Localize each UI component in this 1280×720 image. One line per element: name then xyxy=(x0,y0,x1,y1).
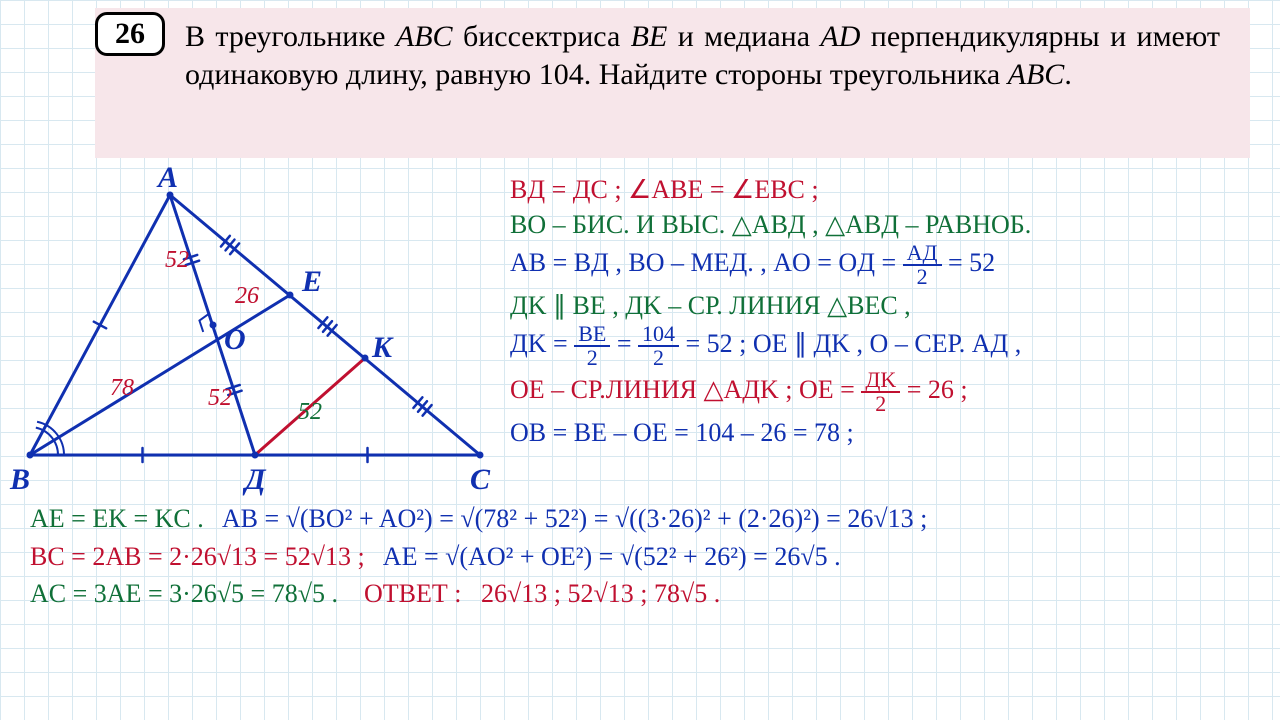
vertex-label-O: O xyxy=(224,323,246,357)
step-5a: ДK = xyxy=(510,329,574,358)
step-3b: = 52 xyxy=(948,248,995,277)
problem-number: 26 xyxy=(115,17,145,51)
step-4: ДK ∥ BE , ДK – СР. ЛИНИЯ △BEC , xyxy=(510,291,911,320)
vertex-label-A: A xyxy=(158,161,178,195)
value-label: 52 xyxy=(298,399,322,426)
value-label: 52 xyxy=(208,385,232,412)
bstep-2: AB = √(BO² + AO²) = √(78² + 52²) = √((3·… xyxy=(222,504,927,533)
frac-be2: BE2 xyxy=(574,323,610,369)
frac-1042: 1042 xyxy=(638,323,679,369)
frac-ad2: AД2 xyxy=(903,242,942,288)
diagram-svg xyxy=(10,165,510,495)
value-label: 26 xyxy=(235,283,259,310)
step-6a: OE – СР.ЛИНИЯ △AДK ; OE = xyxy=(510,375,861,404)
answer-values: 26√13 ; 52√13 ; 78√5 . xyxy=(481,579,720,608)
step-3a: AB = BД , BO – МЕД. , AO = OД = xyxy=(510,248,903,277)
solution-steps: BД = ДC ; ∠ABE = ∠EBC ; BO – БИС. И ВЫС.… xyxy=(510,172,1270,450)
bstep-3: BC = 2AB = 2·26√13 = 52√13 ; xyxy=(30,542,365,571)
answer-label: ОТВЕТ : xyxy=(364,579,462,608)
vertex-label-D: Д xyxy=(245,463,266,497)
vertex-label-K: K xyxy=(372,331,392,365)
value-label: 52 xyxy=(165,247,189,274)
step-7: OB = BE – OE = 104 – 26 = 78 ; xyxy=(510,418,854,447)
step-1: BД = ДC ; ∠ABE = ∠EBC ; xyxy=(510,175,819,204)
problem-number-badge: 26 xyxy=(95,12,165,56)
solution-bottom: AE = EK = KC . AB = √(BO² + AO²) = √(78²… xyxy=(30,500,1270,613)
vertex-label-B: B xyxy=(10,463,30,497)
bstep-4: AE = √(AO² + OE²) = √(52² + 26²) = 26√5 … xyxy=(383,542,841,571)
value-label: 78 xyxy=(110,375,134,402)
bstep-5: AC = 3AE = 3·26√5 = 78√5 . xyxy=(30,579,338,608)
problem-text: В треугольнике ABC биссектриса BE и меди… xyxy=(185,20,1220,91)
step-6b: = 26 ; xyxy=(907,375,968,404)
step-5b: = 52 ; OE ∥ ДK , O – СЕР. AД , xyxy=(685,329,1021,358)
vertex-label-C: C xyxy=(470,463,490,497)
problem-statement: В треугольнике ABC биссектриса BE и меди… xyxy=(95,8,1250,158)
triangle-diagram: ABCДEKO5226785252 xyxy=(10,165,510,495)
vertex-label-E: E xyxy=(302,265,322,299)
frac-dk2: ДK2 xyxy=(861,369,900,415)
bstep-1: AE = EK = KC . xyxy=(30,504,204,533)
step-2: BO – БИС. И ВЫС. △ABД , △ABД – РАВНОБ. xyxy=(510,210,1031,239)
